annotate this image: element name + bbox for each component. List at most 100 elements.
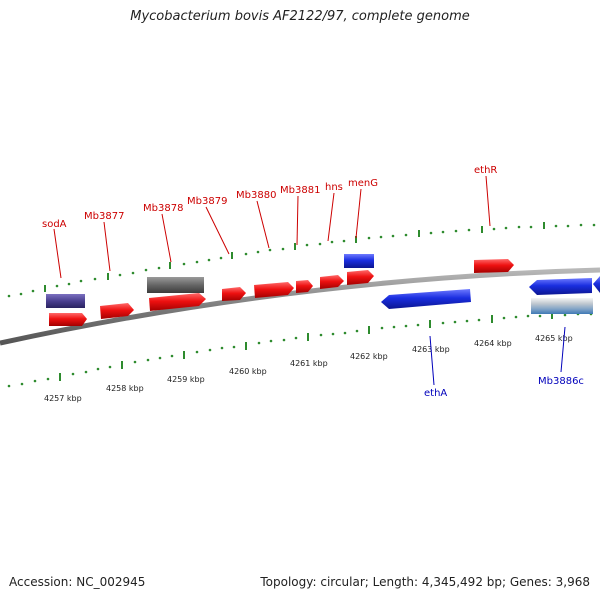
reverse-gene-arrow (529, 278, 592, 295)
tick-mark (579, 223, 583, 227)
tick-mark (71, 372, 75, 376)
gene-label-ethA: ethA (424, 388, 447, 399)
label-leader (355, 188, 362, 239)
tick-mark (19, 292, 23, 296)
tick-mark (146, 358, 150, 362)
tick-mark (220, 346, 224, 350)
tick-mark (107, 273, 109, 280)
gene-label-hns: hns (325, 182, 343, 193)
tick-mark (441, 230, 445, 234)
label-leader (560, 326, 566, 373)
tick-mark (319, 333, 323, 337)
scale-labels: 4257 kbp 4258 kbp 4259 kbp 4260 kbp 4261… (44, 334, 573, 403)
tick-mark (294, 243, 296, 250)
tick-mark (96, 367, 100, 371)
scale-label: 4259 kbp (167, 375, 205, 384)
tick-mark (307, 333, 309, 341)
tick-mark (342, 239, 346, 243)
tick-mark (245, 342, 247, 350)
gene-label-Mb3881: Mb3881 (280, 185, 320, 196)
tick-mark (551, 311, 553, 319)
tick-mark (330, 240, 334, 244)
reverse-gene-labels: ethA Mb3886c (424, 326, 584, 399)
tick-mark (144, 268, 148, 272)
tick-mark (31, 289, 35, 293)
inner-tick-track (7, 311, 593, 388)
tick-mark (538, 314, 542, 318)
tick-mark (7, 294, 11, 298)
tick-mark (219, 256, 223, 260)
tick-mark (281, 247, 285, 251)
tick-mark (504, 226, 508, 230)
tick-mark (416, 323, 420, 327)
tick-mark (46, 377, 50, 381)
tick-mark (566, 224, 570, 228)
tick-mark (481, 226, 483, 233)
tick-mark (282, 338, 286, 342)
tick-mark (131, 271, 135, 275)
tick-mark (59, 373, 61, 381)
tick-mark (492, 227, 496, 231)
label-leader (327, 192, 335, 242)
label-leader (485, 175, 491, 227)
scale-label: 4258 kbp (106, 384, 144, 393)
tick-mark (305, 243, 309, 247)
tick-mark (418, 230, 420, 237)
tick-mark (93, 277, 97, 281)
label-leader (103, 221, 111, 272)
tick-mark (44, 285, 46, 292)
label-leader (205, 206, 230, 255)
tick-mark (67, 282, 71, 286)
tick-mark (429, 231, 433, 235)
tick-mark (79, 279, 83, 283)
tick-mark (207, 258, 211, 262)
tick-mark (592, 223, 596, 227)
forward-gene-arrow (222, 287, 246, 301)
scale-label: 4262 kbp (350, 352, 388, 361)
tick-mark (355, 236, 357, 243)
tick-mark (256, 250, 260, 254)
forward-gene-arrow (254, 282, 294, 298)
forward-genes (49, 259, 514, 326)
tick-mark (367, 236, 371, 240)
tick-mark (491, 315, 493, 323)
rrna-feature (531, 298, 593, 314)
tick-mark (517, 225, 521, 229)
reverse-gene-arrow (593, 276, 600, 293)
outer-tick-track (7, 222, 596, 298)
tick-mark (331, 332, 335, 336)
forward-gene-arrow (149, 293, 206, 311)
gene-label-menG: menG (348, 178, 378, 189)
tick-mark (169, 262, 171, 269)
forward-gene-arrow (320, 275, 344, 289)
tick-mark (355, 329, 359, 333)
tick-mark (404, 233, 408, 237)
forward-gene-arrow (347, 270, 374, 285)
tick-mark (269, 339, 273, 343)
tick-mark (526, 314, 530, 318)
tick-mark (257, 341, 261, 345)
gray-feature (147, 277, 204, 293)
tick-mark (157, 266, 161, 270)
tick-mark (118, 273, 122, 277)
forward-gene-arrow (49, 313, 87, 326)
tick-mark (368, 326, 370, 334)
tick-mark (133, 360, 137, 364)
tick-mark (121, 361, 123, 369)
tick-mark (84, 370, 88, 374)
tick-mark (441, 321, 445, 325)
label-leader (256, 200, 270, 249)
tick-mark (268, 248, 272, 252)
tick-mark (429, 320, 431, 328)
forward-gene-arrow (474, 259, 514, 273)
accession-text: Accession: NC_002945 (9, 575, 146, 589)
gene-label-Mb3878: Mb3878 (143, 203, 183, 214)
tick-mark (318, 242, 322, 246)
tick-mark (244, 252, 248, 256)
tick-mark (55, 284, 59, 288)
tick-mark (529, 225, 533, 229)
reverse-gene-block (344, 254, 374, 268)
scale-label: 4260 kbp (229, 367, 267, 376)
gene-label-sodA: sodA (42, 219, 67, 230)
